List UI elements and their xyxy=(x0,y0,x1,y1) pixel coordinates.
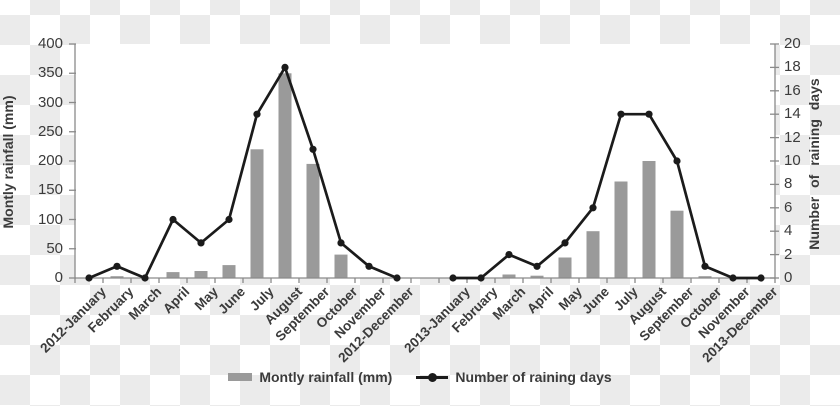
left-axis-title: Montly rainfall (mm) xyxy=(0,95,16,229)
bar-October xyxy=(334,254,348,278)
legend-item-rainfall: Montly rainfall (mm) xyxy=(228,369,392,385)
right-tick-label: 4 xyxy=(784,222,793,239)
bar-February xyxy=(110,276,124,278)
bar-July xyxy=(250,149,264,278)
marker-April xyxy=(533,262,541,270)
marker-2012-January xyxy=(85,274,93,282)
bar-September xyxy=(306,163,320,278)
bar-swatch-icon xyxy=(228,373,253,381)
right-tick-label: 18 xyxy=(784,58,801,75)
bar-March xyxy=(502,274,516,278)
right-tick-label: 20 xyxy=(784,35,801,52)
bar-September xyxy=(670,210,684,278)
legend-label-rainfall: Montly rainfall (mm) xyxy=(259,369,393,385)
bar-April xyxy=(166,272,180,278)
raining-days-line xyxy=(85,63,765,282)
right-tick-label: 14 xyxy=(784,105,801,122)
axes xyxy=(69,43,779,283)
bar-May xyxy=(558,257,572,278)
marker-October xyxy=(701,262,709,270)
right-tick-label: 2 xyxy=(784,246,793,263)
marker-April xyxy=(169,215,177,224)
bar-June xyxy=(222,265,236,278)
left-tick-label: 250 xyxy=(37,123,63,140)
marker-February xyxy=(477,274,485,282)
right-tick-label: 8 xyxy=(784,175,793,192)
marker-May xyxy=(561,239,569,247)
marker-October xyxy=(337,239,345,247)
marker-2013-January xyxy=(449,274,457,282)
marker-November xyxy=(729,274,737,282)
marker-June xyxy=(589,204,597,212)
bar-July xyxy=(614,181,628,278)
left-tick-label: 0 xyxy=(54,269,63,286)
right-tick-label: 0 xyxy=(784,269,793,286)
line-swatch-icon xyxy=(416,372,449,382)
marker-November xyxy=(365,262,373,270)
legend-label-days: Number of raining days xyxy=(455,369,612,385)
left-tick-label: 200 xyxy=(37,152,63,169)
bar-April xyxy=(530,275,544,278)
bar-August xyxy=(642,161,656,278)
left-tick-label: 350 xyxy=(37,64,63,81)
left-tick-label: 150 xyxy=(37,181,63,198)
right-tick-label: 10 xyxy=(784,152,801,169)
right-tick-label: 16 xyxy=(784,82,801,99)
bar-June xyxy=(586,231,600,278)
right-tick-label: 6 xyxy=(784,199,793,216)
bar-May xyxy=(194,271,208,278)
marker-2012-December xyxy=(393,274,401,282)
marker-May xyxy=(197,239,205,247)
marker-February xyxy=(113,262,121,270)
marker-2013-December xyxy=(757,274,765,282)
rainfall-bars xyxy=(110,73,712,279)
marker-July xyxy=(617,110,625,118)
left-tick-label: 50 xyxy=(46,240,63,257)
marker-March xyxy=(141,274,149,282)
marker-August xyxy=(645,110,653,118)
marker-July xyxy=(253,110,261,118)
marker-June xyxy=(225,215,233,224)
left-tick-label: 300 xyxy=(37,94,63,111)
left-tick-label: 100 xyxy=(37,211,63,228)
marker-September xyxy=(309,145,317,153)
left-tick-label: 400 xyxy=(37,35,63,52)
legend: Montly rainfall (mm) Number of raining d… xyxy=(0,369,840,385)
marker-March xyxy=(505,251,513,259)
plot-area xyxy=(75,44,775,278)
marker-dot-icon xyxy=(428,372,438,382)
marker-August xyxy=(281,63,289,71)
bar-August xyxy=(278,73,292,279)
days-polyline xyxy=(453,112,761,280)
days-polyline xyxy=(88,66,398,280)
marker-September xyxy=(673,157,681,165)
right-tick-label: 12 xyxy=(784,129,801,146)
bar-October xyxy=(698,276,712,278)
right-axis-title: Number of raining days xyxy=(806,78,822,250)
legend-item-days: Number of raining days xyxy=(416,369,612,385)
